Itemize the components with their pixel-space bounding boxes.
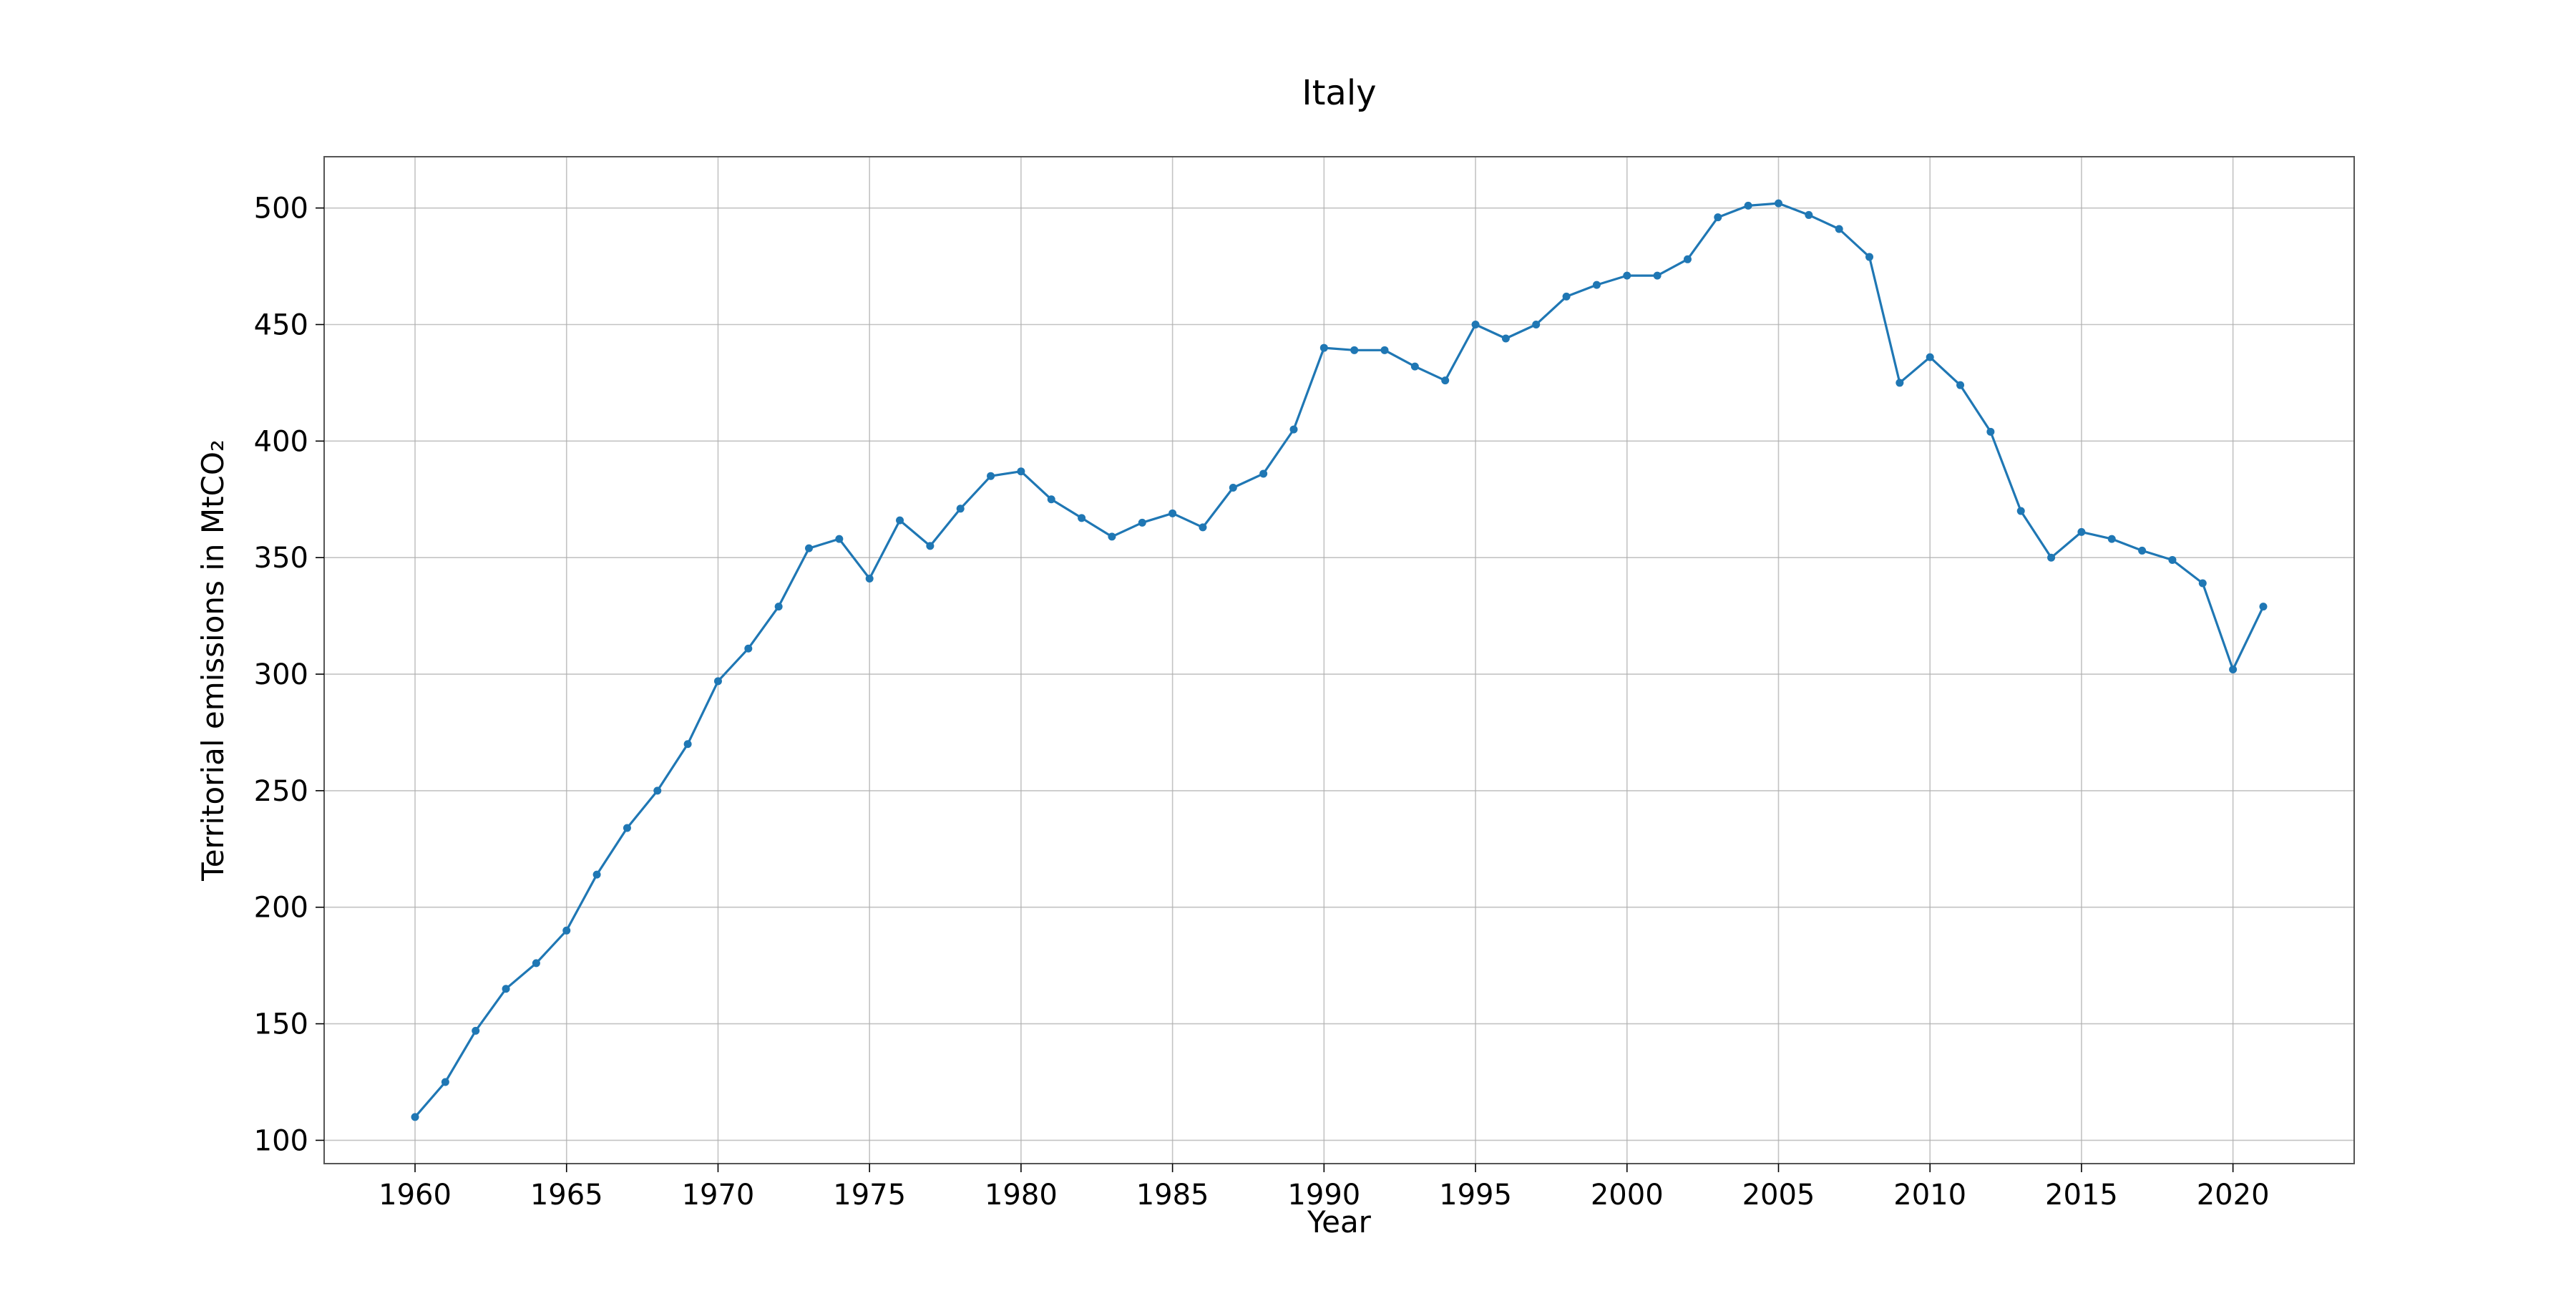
data-point bbox=[744, 644, 753, 653]
series-line bbox=[414, 202, 2265, 1118]
x-tick-label: 1995 bbox=[1439, 1179, 1512, 1212]
y-tick-label: 400 bbox=[254, 425, 308, 458]
data-point bbox=[1410, 362, 1419, 371]
data-point bbox=[1774, 199, 1782, 208]
x-tick-label: 1960 bbox=[379, 1179, 452, 1212]
axis-ticks: 1960 1965 1970 1975 1980 1985 1990 1995 2000 2005… bbox=[254, 193, 2270, 1212]
data-point bbox=[1380, 346, 1389, 354]
y-axis-label: Territorial emissions in MtCO₂ bbox=[195, 439, 230, 882]
data-point bbox=[804, 544, 813, 552]
x-tick-label: 1990 bbox=[1287, 1179, 1360, 1212]
data-point bbox=[592, 870, 601, 879]
data-point bbox=[2168, 555, 2177, 564]
data-point bbox=[956, 505, 965, 513]
data-point bbox=[926, 542, 935, 550]
data-point bbox=[1592, 281, 1601, 289]
data-point bbox=[2107, 535, 2116, 543]
data-point bbox=[2047, 553, 2056, 562]
data-point bbox=[502, 985, 510, 993]
data-point bbox=[2077, 527, 2086, 536]
data-point bbox=[2016, 507, 2025, 515]
data-point bbox=[896, 516, 904, 525]
y-tick-label: 350 bbox=[254, 542, 308, 575]
data-point bbox=[1896, 379, 1904, 387]
data-point bbox=[441, 1078, 449, 1086]
x-tick-label: 2005 bbox=[1742, 1179, 1815, 1212]
data-point bbox=[1471, 321, 1480, 328]
data-point bbox=[2138, 546, 2147, 555]
x-tick-label: 2010 bbox=[1893, 1179, 1966, 1212]
data-point bbox=[653, 786, 662, 795]
data-point bbox=[562, 926, 571, 935]
x-tick-label: 2015 bbox=[2045, 1179, 2118, 1212]
x-tick-label: 1980 bbox=[985, 1179, 1058, 1212]
data-point bbox=[1956, 381, 1965, 389]
data-point bbox=[1078, 514, 1086, 522]
data-point bbox=[1108, 532, 1116, 541]
data-point bbox=[2259, 603, 2268, 611]
data-point bbox=[987, 472, 995, 480]
series-layer bbox=[411, 199, 2268, 1121]
data-point bbox=[1047, 495, 1055, 504]
data-point bbox=[835, 535, 844, 543]
y-tick-label: 200 bbox=[254, 892, 308, 925]
data-point bbox=[1169, 509, 1177, 517]
x-tick-label: 1970 bbox=[682, 1179, 755, 1212]
data-point bbox=[1138, 518, 1146, 527]
y-tick-label: 450 bbox=[254, 309, 308, 342]
x-tick-label: 1985 bbox=[1136, 1179, 1209, 1212]
x-tick-label: 1975 bbox=[833, 1179, 906, 1212]
data-point bbox=[1623, 271, 1631, 280]
data-point bbox=[1714, 213, 1722, 222]
data-point bbox=[1259, 469, 1268, 478]
data-point bbox=[1865, 253, 1874, 261]
y-tick-label: 500 bbox=[254, 193, 308, 225]
data-point bbox=[1744, 201, 1752, 210]
data-point bbox=[1229, 483, 1237, 492]
data-point bbox=[623, 824, 631, 832]
y-tick-label: 100 bbox=[254, 1124, 308, 1157]
data-point bbox=[865, 575, 874, 583]
x-tick-label: 1965 bbox=[530, 1179, 603, 1212]
grid-lines bbox=[324, 157, 2354, 1164]
data-point bbox=[713, 677, 722, 686]
data-point bbox=[1350, 346, 1359, 354]
y-tick-label: 250 bbox=[254, 775, 308, 808]
data-point bbox=[1805, 210, 1813, 219]
data-point bbox=[1683, 255, 1692, 263]
data-point bbox=[1441, 376, 1450, 385]
data-point bbox=[472, 1026, 480, 1035]
data-point bbox=[411, 1113, 419, 1121]
x-tick-label: 2000 bbox=[1591, 1179, 1664, 1212]
data-point bbox=[2198, 579, 2207, 588]
data-point bbox=[1017, 467, 1025, 476]
data-point bbox=[774, 603, 783, 611]
y-tick-label: 150 bbox=[254, 1008, 308, 1041]
y-tick-label: 300 bbox=[254, 658, 308, 691]
data-point bbox=[1532, 321, 1541, 328]
data-point bbox=[1501, 334, 1510, 343]
data-point bbox=[1986, 427, 1995, 436]
data-point bbox=[1199, 523, 1207, 532]
data-point bbox=[1289, 425, 1298, 434]
data-point bbox=[683, 740, 692, 749]
plot-frame bbox=[323, 156, 2355, 1164]
data-point bbox=[1562, 292, 1571, 301]
data-point bbox=[1926, 353, 1934, 361]
data-point bbox=[1835, 225, 1843, 233]
chart-title: Italy bbox=[1302, 73, 1376, 113]
x-axis-label: Year bbox=[1307, 1204, 1372, 1239]
data-point bbox=[2229, 666, 2238, 674]
data-point bbox=[532, 959, 540, 968]
data-point bbox=[1653, 271, 1662, 280]
data-point bbox=[1319, 344, 1328, 352]
x-tick-label: 2020 bbox=[2197, 1179, 2270, 1212]
